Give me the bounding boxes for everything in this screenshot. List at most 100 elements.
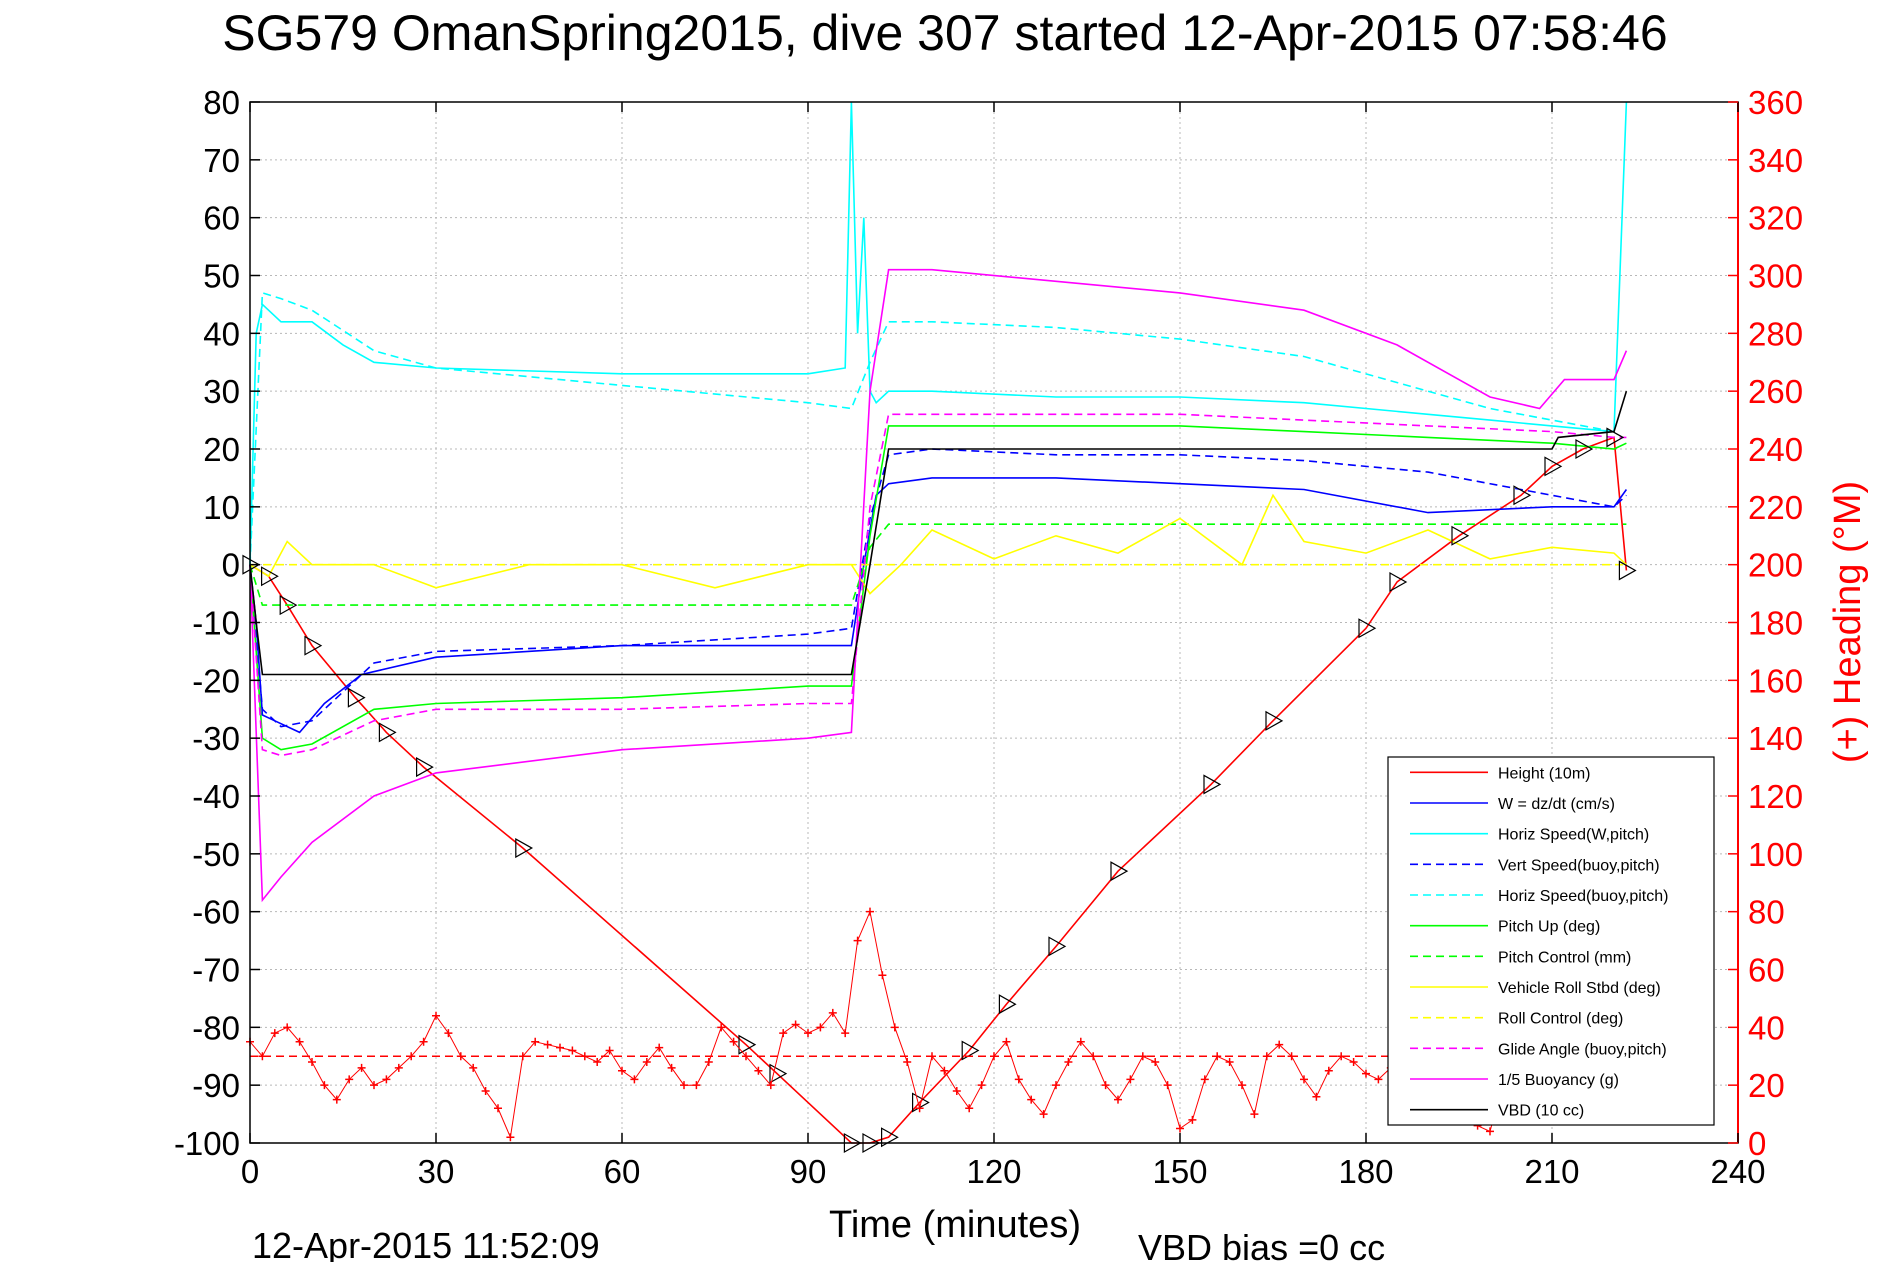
legend-label: W = dz/dt (cm/s)	[1498, 796, 1615, 813]
legend-label: Pitch Up (deg)	[1498, 919, 1600, 936]
x-axis-ticks: 0 30 60 90 120 150 180 210 240	[241, 102, 1766, 1190]
heading-marker	[791, 1020, 800, 1029]
heading-marker	[977, 1081, 986, 1090]
heading-marker	[481, 1086, 490, 1095]
y-tick-label: 50	[203, 258, 240, 295]
legend-label: Glide Angle (buoy,pitch)	[1498, 1041, 1667, 1058]
heading-marker	[1089, 1052, 1098, 1061]
heading-marker	[593, 1058, 602, 1067]
heading-marker	[419, 1037, 428, 1046]
x-tick-label: 0	[241, 1153, 259, 1190]
series-line-3	[249, 101, 1628, 565]
y-tick-label: 60	[203, 200, 240, 237]
height-marker	[961, 1040, 980, 1061]
heading-marker	[1287, 1052, 1296, 1061]
heading-marker	[717, 1023, 726, 1032]
y-tick-label: 40	[203, 315, 240, 352]
heading-marker	[704, 1058, 713, 1067]
height-marker	[1513, 485, 1532, 506]
right-tick-label: 0	[1748, 1125, 1766, 1162]
height-marker	[769, 1063, 788, 1084]
heading-marker	[1238, 1081, 1246, 1090]
right-axis-label: (+) Heading (°M)	[1827, 481, 1869, 763]
heading-marker	[1374, 1075, 1383, 1084]
heading-marker	[370, 1081, 378, 1090]
height-marker	[416, 757, 434, 778]
height-marker	[378, 722, 397, 743]
heading-marker	[1486, 1127, 1494, 1136]
y-tick-label: -100	[174, 1125, 240, 1162]
heading-marker	[1250, 1110, 1259, 1119]
heading-marker	[1312, 1092, 1321, 1101]
height-marker	[1575, 438, 1594, 460]
x-tick-label: 150	[1152, 1153, 1207, 1190]
right-tick-label: 260	[1748, 373, 1803, 410]
series-line-6	[249, 425, 1627, 751]
height-marker	[515, 838, 534, 859]
legend-label: 1/5 Buoyancy (g)	[1498, 1072, 1619, 1089]
heading-marker	[518, 1052, 527, 1061]
heading-marker	[965, 1104, 974, 1113]
series-layer	[242, 101, 1637, 1154]
y-tick-label: -80	[192, 1009, 240, 1046]
y-tick-label: -60	[192, 894, 240, 931]
heading-marker	[1163, 1081, 1172, 1090]
heading-marker	[1027, 1095, 1036, 1104]
heading-marker	[1300, 1075, 1308, 1084]
y-tick-label: -50	[192, 836, 240, 873]
height-marker	[1203, 774, 1222, 795]
series-line-4	[249, 448, 1627, 728]
right-tick-label: 160	[1748, 662, 1803, 699]
right-axis-ticks: 3603403203002802602402202001801601401201…	[1728, 84, 1803, 1162]
heading-marker	[667, 1063, 676, 1072]
heading-marker	[866, 907, 874, 916]
heading-marker	[1362, 1069, 1370, 1078]
heading-marker	[754, 1066, 763, 1075]
heading-marker	[1213, 1052, 1222, 1061]
legend-label: Pitch Control (mm)	[1498, 949, 1631, 966]
heading-marker	[890, 1023, 899, 1032]
y-tick-label: 30	[203, 373, 240, 410]
right-tick-label: 340	[1748, 142, 1803, 179]
heading-marker	[605, 1046, 614, 1055]
heading-marker	[382, 1075, 391, 1084]
heading-marker	[680, 1081, 688, 1090]
heading-marker	[308, 1058, 316, 1067]
heading-marker	[1188, 1115, 1197, 1124]
right-tick-label: 100	[1748, 836, 1803, 873]
heading-marker	[940, 1066, 949, 1075]
y-axis-ticks: 80 70 60 50 40 30 20 10 0 -10 -20 -30 -40 -50 -60 -70 -8…	[174, 84, 260, 1162]
series-line-10	[249, 413, 1627, 757]
right-tick-label: 240	[1748, 431, 1803, 468]
heading-marker	[295, 1037, 304, 1046]
series-line-1	[249, 436, 1628, 1144]
series-line-7	[249, 523, 1627, 606]
heading-marker	[928, 1052, 936, 1061]
footer-vbd-bias: VBD bias =0 cc	[1138, 1227, 1385, 1262]
y-tick-label: 10	[203, 489, 240, 526]
heading-marker	[1101, 1081, 1110, 1090]
heading-marker	[345, 1075, 354, 1084]
height-marker	[1358, 618, 1377, 639]
heading-marker	[1200, 1075, 1209, 1084]
heading-marker	[543, 1040, 552, 1049]
y-tick-label: 20	[203, 431, 240, 468]
heading-marker	[357, 1063, 366, 1072]
heading-marker	[779, 1029, 788, 1038]
legend-label: Horiz Speed(buoy,pitch)	[1498, 888, 1668, 905]
heading-marker	[1151, 1058, 1160, 1067]
heading-marker	[1337, 1052, 1346, 1061]
heading-marker	[878, 971, 887, 980]
y-tick-label: -70	[192, 952, 240, 989]
heading-marker	[258, 1052, 267, 1061]
right-tick-label: 300	[1748, 258, 1803, 295]
heading-marker	[742, 1052, 750, 1061]
heading-marker	[469, 1063, 478, 1072]
y-tick-label: 80	[203, 84, 240, 121]
x-tick-label: 60	[604, 1153, 641, 1190]
y-tick-label: -40	[192, 778, 240, 815]
heading-marker	[990, 1052, 998, 1061]
heading-marker	[1349, 1058, 1358, 1067]
heading-marker	[568, 1046, 577, 1055]
heading-marker	[432, 1011, 440, 1020]
